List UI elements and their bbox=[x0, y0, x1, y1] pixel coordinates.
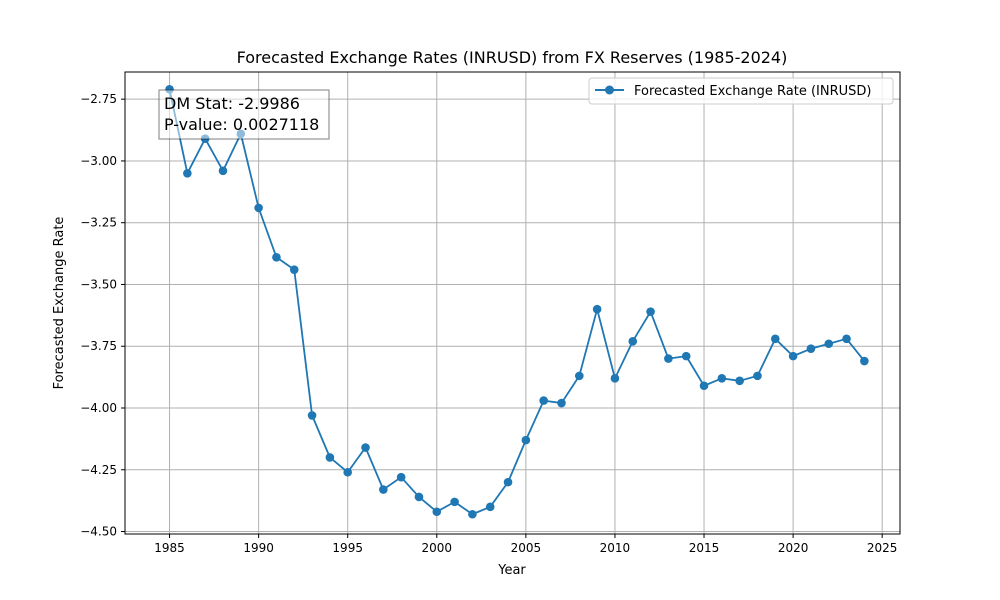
x-tick-label: 1990 bbox=[243, 541, 274, 555]
data-point bbox=[824, 339, 834, 349]
x-axis-title: Year bbox=[497, 563, 526, 578]
x-tick-label: 2000 bbox=[422, 541, 453, 555]
legend: Forecasted Exchange Rate (INRUSD) bbox=[588, 77, 894, 105]
data-point bbox=[628, 336, 638, 346]
legend-label: Forecasted Exchange Rate (INRUSD) bbox=[634, 84, 872, 99]
data-point bbox=[575, 371, 584, 381]
legend-box bbox=[588, 77, 894, 105]
plot-frame bbox=[124, 71, 901, 535]
y-tick-label: −3.75 bbox=[80, 339, 117, 353]
data-point bbox=[218, 166, 228, 176]
annotation-frame bbox=[158, 89, 330, 140]
data-point bbox=[307, 411, 317, 420]
x-tick-label: 2020 bbox=[778, 541, 809, 555]
data-point bbox=[806, 344, 816, 354]
x-tick-label: 2005 bbox=[511, 541, 542, 555]
data-point bbox=[770, 334, 780, 344]
data-point bbox=[735, 376, 744, 386]
y-tick-label: −4.50 bbox=[80, 525, 117, 539]
y-tick-label: −4.25 bbox=[80, 463, 117, 477]
data-point bbox=[396, 472, 406, 482]
y-tick-label: −3.50 bbox=[80, 277, 117, 291]
data-point bbox=[699, 381, 709, 391]
y-tick-label: −3.00 bbox=[80, 154, 117, 168]
data-point bbox=[183, 168, 192, 178]
data-point bbox=[842, 334, 851, 344]
data-point bbox=[717, 374, 727, 383]
data-point bbox=[343, 467, 353, 477]
x-tick-label: 2010 bbox=[600, 541, 631, 555]
data-point bbox=[432, 507, 442, 517]
data-point bbox=[414, 492, 424, 502]
data-point bbox=[272, 252, 281, 262]
data-point bbox=[753, 371, 762, 381]
data-point bbox=[361, 443, 370, 452]
y-axis: −2.75 −3.00 −3.25 −3.50 −3.75 −4.00 −4.25 −4.50 bbox=[80, 92, 125, 539]
x-tick-label: 1985 bbox=[154, 541, 185, 555]
y-tick-label: −2.75 bbox=[80, 92, 117, 106]
x-tick-label: 2015 bbox=[689, 541, 720, 555]
data-point bbox=[681, 351, 691, 361]
x-tick-label: 1995 bbox=[332, 541, 363, 555]
x-axis: 1985 1990 1995 2000 2005 2010 2015 2020 2025 bbox=[154, 534, 897, 555]
p-value-text: P-value: 0.0027118 bbox=[164, 115, 319, 134]
data-point bbox=[788, 351, 798, 361]
data-point bbox=[325, 453, 335, 462]
data-point bbox=[646, 307, 655, 316]
y-axis-title: Forecasted Exchange Rate bbox=[52, 217, 67, 390]
data-point bbox=[521, 435, 531, 445]
data-point bbox=[503, 477, 513, 487]
data-point bbox=[539, 396, 548, 405]
annotation-box: DM Stat: -2.9986 P-value: 0.0027118 bbox=[158, 89, 330, 140]
series-line bbox=[168, 89, 866, 516]
data-point bbox=[557, 398, 566, 408]
x-tick-label: 2025 bbox=[867, 541, 898, 555]
data-point bbox=[379, 485, 388, 494]
data-point bbox=[485, 502, 495, 512]
chart-title: Forecasted Exchange Rates (INRUSD) from … bbox=[237, 48, 788, 67]
data-point bbox=[610, 374, 620, 383]
legend-marker-swatch bbox=[605, 85, 614, 95]
data-point bbox=[468, 509, 477, 519]
data-point bbox=[592, 304, 602, 314]
y-tick-label: −3.25 bbox=[80, 216, 117, 230]
dm-stat-text: DM Stat: -2.9986 bbox=[164, 94, 300, 113]
data-point bbox=[254, 203, 263, 213]
data-point bbox=[860, 356, 869, 366]
data-point bbox=[289, 265, 299, 274]
data-point bbox=[664, 354, 673, 363]
series-layer bbox=[165, 84, 869, 519]
data-point bbox=[450, 497, 459, 507]
y-tick-label: −4.00 bbox=[80, 401, 117, 415]
